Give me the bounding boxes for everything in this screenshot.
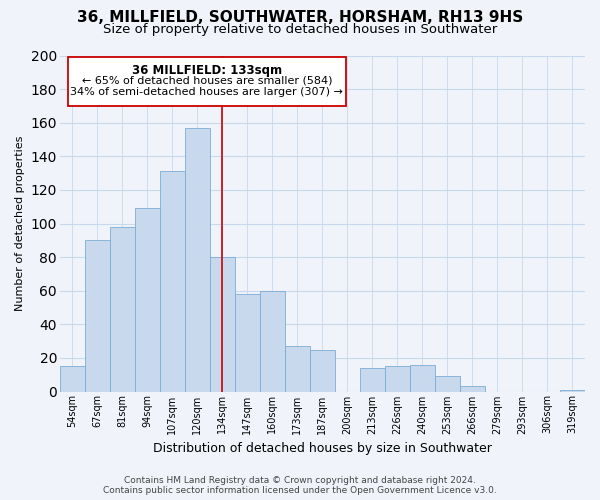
Text: Contains HM Land Registry data © Crown copyright and database right 2024.
Contai: Contains HM Land Registry data © Crown c…	[103, 476, 497, 495]
Bar	[285, 346, 310, 392]
Text: Size of property relative to detached houses in Southwater: Size of property relative to detached ho…	[103, 22, 497, 36]
Bar	[110, 227, 135, 392]
Bar	[185, 128, 210, 392]
Text: 36, MILLFIELD, SOUTHWATER, HORSHAM, RH13 9HS: 36, MILLFIELD, SOUTHWATER, HORSHAM, RH13…	[77, 10, 523, 25]
Bar	[260, 290, 285, 392]
Bar	[460, 386, 485, 392]
Bar	[160, 172, 185, 392]
Text: 36 MILLFIELD: 133sqm: 36 MILLFIELD: 133sqm	[132, 64, 282, 77]
Text: ← 65% of detached houses are smaller (584): ← 65% of detached houses are smaller (58…	[82, 76, 332, 86]
Bar	[60, 366, 85, 392]
Bar	[435, 376, 460, 392]
Bar	[85, 240, 110, 392]
Bar	[310, 350, 335, 392]
Bar	[135, 208, 160, 392]
Bar	[385, 366, 410, 392]
FancyBboxPatch shape	[68, 57, 346, 106]
Text: 34% of semi-detached houses are larger (307) →: 34% of semi-detached houses are larger (…	[70, 88, 343, 98]
Bar	[560, 390, 585, 392]
X-axis label: Distribution of detached houses by size in Southwater: Distribution of detached houses by size …	[153, 442, 492, 455]
Bar	[410, 364, 435, 392]
Bar	[360, 368, 385, 392]
Y-axis label: Number of detached properties: Number of detached properties	[15, 136, 25, 311]
Bar	[235, 294, 260, 392]
Bar	[210, 257, 235, 392]
